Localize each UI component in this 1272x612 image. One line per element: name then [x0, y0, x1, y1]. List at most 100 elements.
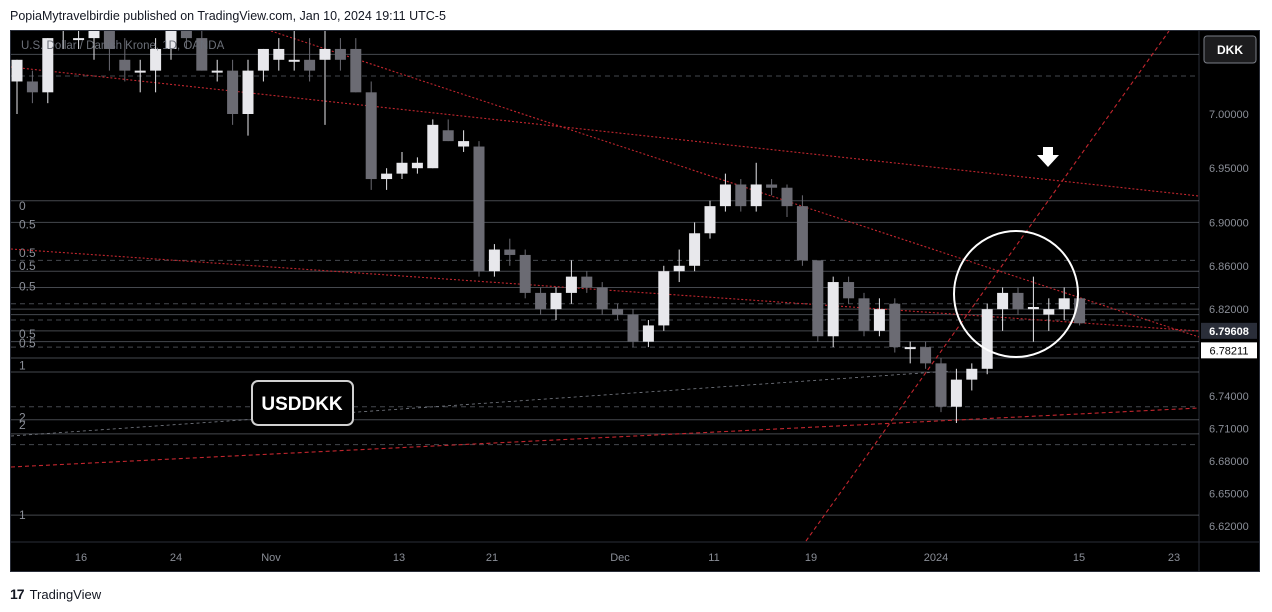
trendline	[10, 66, 1200, 197]
candle-body[interactable]	[381, 173, 393, 180]
price-label-level: 6.78211	[1210, 345, 1249, 357]
candle-body[interactable]	[165, 27, 177, 49]
candle-body[interactable]	[612, 309, 624, 315]
candle-body[interactable]	[843, 282, 855, 299]
candle-body[interactable]	[150, 48, 162, 71]
y-tick-label: 6.95000	[1209, 163, 1249, 175]
candle-body[interactable]	[689, 233, 701, 266]
candle-body[interactable]	[442, 130, 454, 142]
footer-brand[interactable]: TradingView	[29, 586, 102, 602]
candle-body[interactable]	[257, 48, 269, 71]
y-tick-label: 6.82000	[1209, 304, 1249, 316]
price-label-level-bg	[1201, 342, 1257, 359]
fib-level-label: 2	[19, 418, 26, 432]
candle-body[interactable]	[319, 48, 331, 60]
x-tick-label: 2024	[924, 552, 948, 564]
candle-body[interactable]	[1058, 298, 1070, 310]
candle-body[interactable]	[103, 27, 115, 49]
candle-body[interactable]	[858, 298, 870, 331]
fib-level-label: 1	[19, 359, 26, 373]
trendline	[10, 407, 1200, 468]
candle-body[interactable]	[1012, 292, 1024, 310]
candle-body[interactable]	[565, 276, 577, 293]
candle-body[interactable]	[889, 303, 901, 348]
candle-body[interactable]	[427, 124, 439, 169]
candle-body[interactable]	[627, 314, 639, 342]
candle-body[interactable]	[873, 309, 885, 331]
candle-body[interactable]	[227, 70, 239, 114]
fib-level-label: 0.5	[19, 218, 36, 232]
candle-body[interactable]	[396, 162, 408, 174]
candle-body[interactable]	[473, 146, 485, 272]
candle-body[interactable]	[42, 38, 54, 93]
candle-body[interactable]	[211, 70, 223, 73]
footer: 17 TradingView	[10, 585, 101, 603]
candle-body[interactable]	[350, 48, 362, 93]
fib-level-label: 0.5	[19, 336, 36, 350]
time-axis: 16 24 Nov 13 21 Dec 11 19 2024 15 23	[75, 552, 1180, 564]
candle-body[interactable]	[488, 249, 500, 272]
candle-body[interactable]	[1074, 298, 1086, 324]
fib-level-label: 0.5	[19, 279, 36, 293]
trendline	[270, 30, 1200, 338]
candle-body[interactable]	[658, 271, 670, 326]
candle-body[interactable]	[781, 187, 793, 207]
candle-body[interactable]	[735, 184, 747, 207]
y-tick-label: 6.74000	[1209, 391, 1249, 403]
candle-body[interactable]	[88, 5, 100, 39]
candle-body[interactable]	[535, 292, 547, 310]
candle-body[interactable]	[719, 184, 731, 207]
candle-body[interactable]	[242, 70, 254, 114]
candle-body[interactable]	[119, 59, 131, 71]
candle-body[interactable]	[766, 184, 778, 188]
candle-body[interactable]	[1027, 306, 1039, 310]
candle-body[interactable]	[750, 184, 762, 207]
x-tick-label: 13	[393, 552, 405, 564]
candle-body[interactable]	[458, 141, 470, 147]
y-tick-label: 6.71000	[1209, 423, 1249, 435]
candle-body[interactable]	[334, 48, 346, 60]
candle-body[interactable]	[966, 368, 978, 380]
fib-level-label: 0.5	[19, 259, 36, 273]
candle-body[interactable]	[997, 292, 1009, 310]
candle-body[interactable]	[904, 347, 916, 350]
candle-body[interactable]	[288, 59, 300, 62]
x-tick-label: Dec	[610, 552, 630, 564]
candle-body[interactable]	[273, 48, 285, 60]
candle-body[interactable]	[11, 59, 23, 82]
y-tick-label: 6.65000	[1209, 488, 1249, 500]
candle-body[interactable]	[920, 347, 932, 364]
candle-body[interactable]	[812, 260, 824, 337]
trendlines-layer	[10, 30, 1200, 542]
candle-body[interactable]	[304, 59, 316, 71]
candle-body[interactable]	[134, 70, 146, 73]
candle-body[interactable]	[827, 282, 839, 337]
candle-body[interactable]	[26, 81, 38, 93]
candle-body[interactable]	[950, 379, 962, 407]
y-tick-label: 6.68000	[1209, 456, 1249, 468]
candle-body[interactable]	[642, 325, 654, 342]
candle-body[interactable]	[504, 249, 516, 255]
currency-badge[interactable]	[1203, 35, 1257, 64]
candle-body[interactable]	[196, 38, 208, 71]
candle-body[interactable]	[411, 162, 423, 169]
candle-body[interactable]	[796, 206, 808, 261]
candle-body[interactable]	[180, 27, 192, 39]
usddkk-annotation-box[interactable]	[251, 380, 354, 426]
trendline	[10, 370, 952, 437]
candle-body[interactable]	[550, 292, 562, 310]
chart-panel[interactable]: 0 0.5 0.5 0.5 0.5 0.5 0.5 1 2 2 1 7.00000 6.95000 6.…	[10, 0, 1260, 572]
candle-body[interactable]	[581, 276, 593, 288]
candle-body[interactable]	[519, 254, 531, 293]
candle-body[interactable]	[1043, 309, 1055, 315]
candle-body[interactable]	[73, 38, 85, 41]
candle-body[interactable]	[596, 287, 608, 310]
candle-body[interactable]	[935, 363, 947, 407]
candle-body[interactable]	[673, 265, 685, 272]
candle-body[interactable]	[365, 92, 377, 180]
candle-body[interactable]	[704, 206, 716, 234]
candle-body[interactable]	[981, 309, 993, 369]
price-label-last-bg	[1201, 322, 1257, 339]
